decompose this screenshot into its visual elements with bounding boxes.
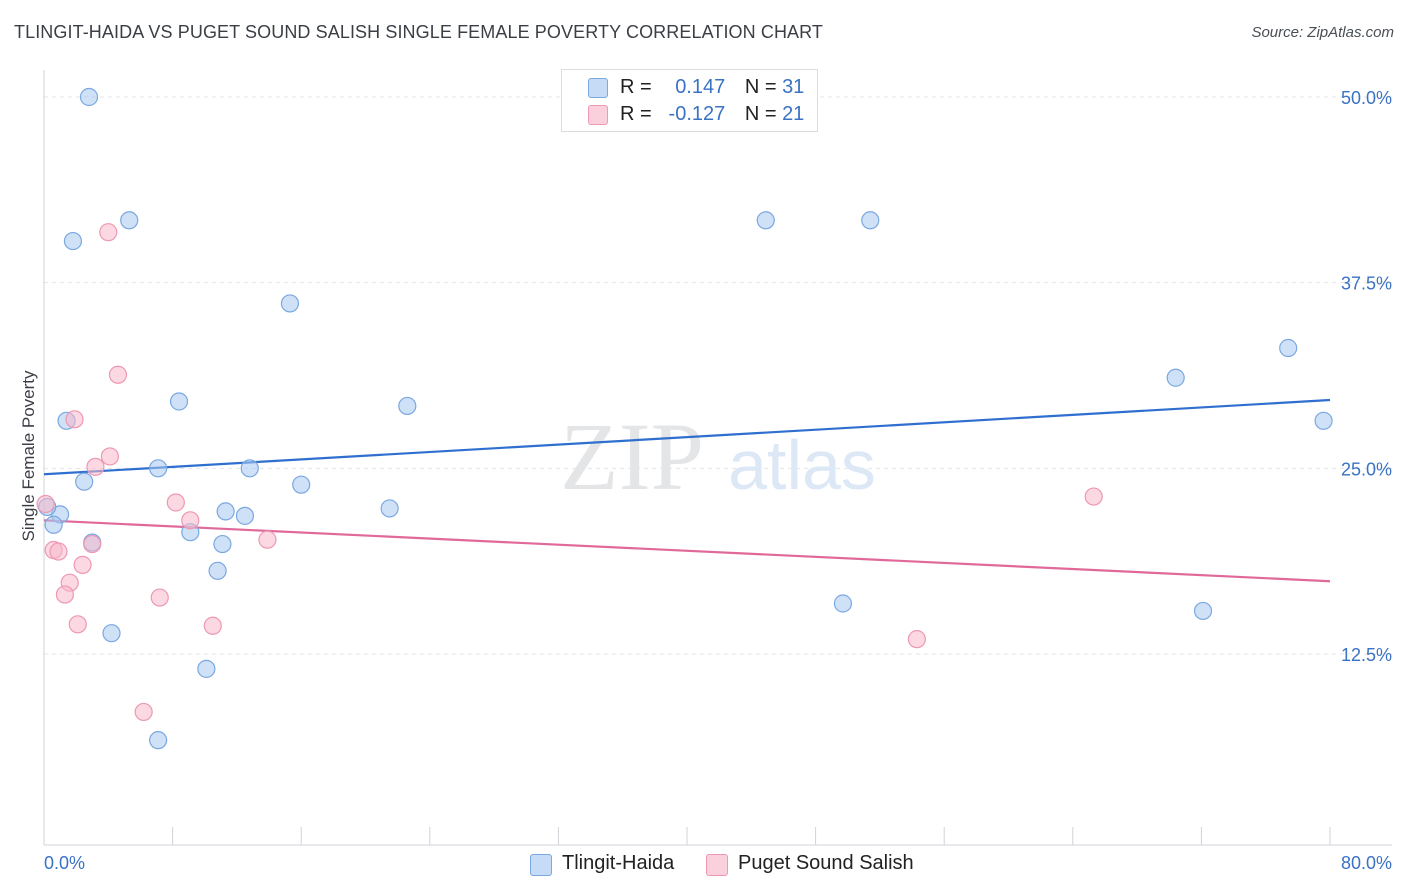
data-points — [36, 87, 1333, 750]
trend-line-puget-sound-salish — [43, 519, 1331, 583]
point-tlingit-haida — [861, 211, 880, 230]
n-label: N = — [744, 76, 777, 98]
n-value: 31 — [782, 76, 805, 98]
point-tlingit-haida — [1193, 601, 1213, 621]
point-tlingit-haida — [216, 502, 235, 521]
point-puget-sound-salish — [49, 542, 68, 561]
watermark-atlas: atlas — [728, 426, 876, 504]
point-puget-sound-salish — [258, 530, 277, 549]
correlation-legend: R = 0.147 N = 31 R = -0.127 N = 21 — [561, 69, 818, 132]
watermark: ZIP atlas — [560, 403, 876, 510]
legend-swatch-blue — [530, 854, 552, 876]
point-tlingit-haida — [208, 561, 227, 580]
point-puget-sound-salish — [100, 447, 120, 466]
point-tlingit-haida — [149, 731, 168, 750]
r-value: 0.147 — [675, 76, 726, 98]
watermark-zip: ZIP — [560, 403, 704, 510]
y-tick-label: 50.0% — [1341, 88, 1392, 108]
point-puget-sound-salish — [68, 615, 87, 634]
point-tlingit-haida — [833, 594, 853, 613]
point-tlingit-haida — [292, 475, 311, 494]
point-tlingit-haida — [1166, 368, 1185, 387]
point-tlingit-haida — [102, 624, 121, 643]
source-label: Source: ZipAtlas.com — [1251, 24, 1394, 41]
point-puget-sound-salish — [86, 457, 105, 476]
point-tlingit-haida — [240, 459, 259, 478]
trend-line-tlingit-haida — [43, 398, 1331, 476]
point-puget-sound-salish — [36, 494, 55, 514]
x-tick-label: 80.0% — [1341, 853, 1392, 873]
axes — [43, 70, 1392, 846]
y-axis-label: Single Female Poverty — [19, 370, 38, 542]
legend-swatch-pink — [706, 854, 728, 876]
y-tick-label: 37.5% — [1341, 274, 1392, 294]
point-puget-sound-salish — [907, 630, 926, 649]
point-puget-sound-salish — [181, 511, 200, 530]
point-tlingit-haida — [44, 515, 63, 534]
point-puget-sound-salish — [150, 588, 169, 607]
point-puget-sound-salish — [55, 585, 74, 604]
point-puget-sound-salish — [83, 534, 102, 554]
r-label: R = — [620, 103, 652, 125]
point-puget-sound-salish — [108, 365, 128, 384]
point-puget-sound-salish — [203, 616, 222, 635]
chart-title: TLINGIT-HAIDA VS PUGET SOUND SALISH SING… — [14, 22, 824, 42]
point-tlingit-haida — [75, 472, 94, 491]
legend-label: Puget Sound Salish — [738, 852, 914, 874]
point-puget-sound-salish — [1084, 487, 1103, 506]
point-puget-sound-salish — [99, 223, 118, 242]
point-tlingit-haida — [197, 659, 216, 678]
point-tlingit-haida — [149, 459, 168, 478]
point-tlingit-haida — [169, 392, 189, 411]
y-tick-label: 12.5% — [1341, 645, 1392, 665]
legend-swatch-pink — [588, 105, 608, 125]
legend-swatch-blue — [588, 78, 608, 98]
grid-lines — [44, 96, 1392, 655]
point-tlingit-haida — [79, 87, 99, 107]
legend-label: Tlingit-Haida — [562, 852, 675, 874]
point-tlingit-haida — [1279, 338, 1298, 358]
r-value: -0.127 — [668, 103, 726, 125]
n-value: 21 — [782, 103, 805, 125]
r-label: R = — [620, 76, 652, 98]
point-tlingit-haida — [756, 211, 775, 230]
point-tlingit-haida — [380, 499, 399, 518]
point-tlingit-haida — [213, 534, 232, 554]
point-puget-sound-salish — [73, 555, 92, 574]
n-label: N = — [744, 103, 777, 125]
point-tlingit-haida — [398, 396, 417, 416]
y-tick-label: 25.0% — [1341, 459, 1392, 479]
point-tlingit-haida — [235, 506, 255, 525]
point-tlingit-haida — [120, 211, 139, 230]
x-tick-label: 0.0% — [44, 853, 85, 873]
point-puget-sound-salish — [134, 702, 153, 722]
point-tlingit-haida — [63, 231, 83, 251]
point-puget-sound-salish — [166, 493, 185, 512]
tick-labels: 50.0% 37.5% 25.0% 12.5% 0.0% 80.0% — [44, 88, 1392, 873]
point-tlingit-haida — [1314, 411, 1333, 430]
trend-lines — [43, 398, 1331, 583]
point-tlingit-haida — [280, 294, 300, 313]
point-puget-sound-salish — [65, 410, 84, 429]
